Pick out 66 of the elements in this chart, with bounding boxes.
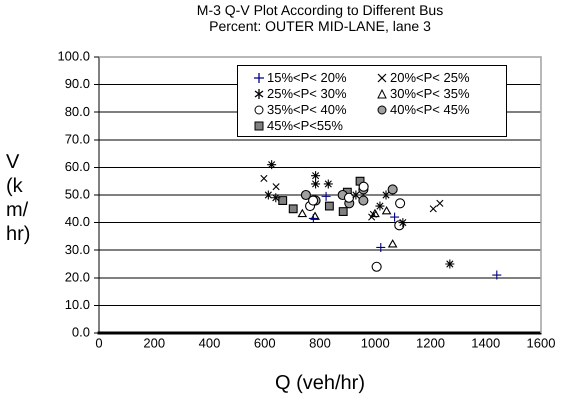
x-tick-label: 400 [198, 335, 220, 350]
point [300, 190, 311, 200]
y-tick-label: 10.0 [64, 296, 90, 312]
point [430, 205, 437, 213]
y-tick-label: 0.0 [72, 324, 90, 340]
point [308, 213, 318, 224]
y-tick-label: 80.0 [64, 104, 90, 119]
point [310, 178, 321, 190]
x-axis-title: Q (veh/hr) [274, 372, 366, 395]
y-axis-title: V (km/hr) [6, 150, 32, 246]
point [270, 192, 281, 203]
legend-label: 45%<P<55% [267, 118, 343, 134]
y-tick-label: 70.0 [64, 131, 90, 146]
point [376, 242, 386, 252]
point [358, 195, 368, 206]
legend-label: 25%<P< 30% [267, 86, 347, 102]
point [444, 258, 455, 270]
point [344, 192, 354, 203]
point [390, 212, 400, 222]
point [323, 178, 334, 190]
point [388, 240, 398, 248]
y-tick-label: 30.0 [64, 242, 90, 257]
legend-label: 35%<P< 40% [267, 102, 347, 118]
chart-title: M-3 Q-V Plot According to Different Bus Percent: OUTER MID-LANE, lane 3 [196, 2, 444, 34]
y-tick-label: 40.0 [64, 214, 90, 230]
legend-label: 20%<P< 25% [390, 70, 470, 86]
x-tick-label: 0 [95, 335, 103, 350]
point [288, 204, 298, 214]
y-tick-label: 20.0 [64, 269, 90, 284]
point [374, 200, 385, 212]
point [298, 209, 307, 218]
x-tick-label: 1200 [416, 335, 445, 350]
point [350, 190, 361, 200]
point [388, 184, 398, 195]
point [263, 190, 274, 200]
point [338, 207, 348, 216]
y-tick-label: 50.0 [64, 186, 90, 202]
point [308, 195, 318, 206]
point [260, 174, 268, 182]
point [492, 270, 502, 280]
x-tick-label: 800 [309, 335, 331, 350]
x-tick-label: 1000 [360, 335, 390, 350]
point [398, 218, 408, 228]
x-tick-label: 1600 [526, 335, 556, 350]
point [358, 182, 369, 192]
point [368, 213, 376, 221]
point [310, 170, 321, 181]
point [324, 202, 334, 210]
point [321, 191, 332, 202]
y-tick-label: 60.0 [64, 158, 90, 174]
point [370, 210, 378, 218]
y-tick-label: 90.0 [64, 76, 90, 92]
point [266, 160, 277, 170]
point [382, 206, 392, 214]
legend-label: 15%<P< 20% [267, 70, 347, 86]
legend-label: 30%<P< 35% [390, 86, 470, 102]
point [372, 262, 382, 272]
x-tick-label: 200 [143, 335, 166, 350]
point [395, 198, 406, 208]
y-tick-label: 100.0 [57, 48, 90, 64]
point [436, 200, 444, 208]
legend-label: 40%<P< 45% [390, 102, 470, 118]
x-tick-label: 600 [254, 335, 276, 350]
x-tick-label: 1400 [471, 335, 500, 350]
point [272, 182, 280, 190]
point [278, 196, 288, 205]
